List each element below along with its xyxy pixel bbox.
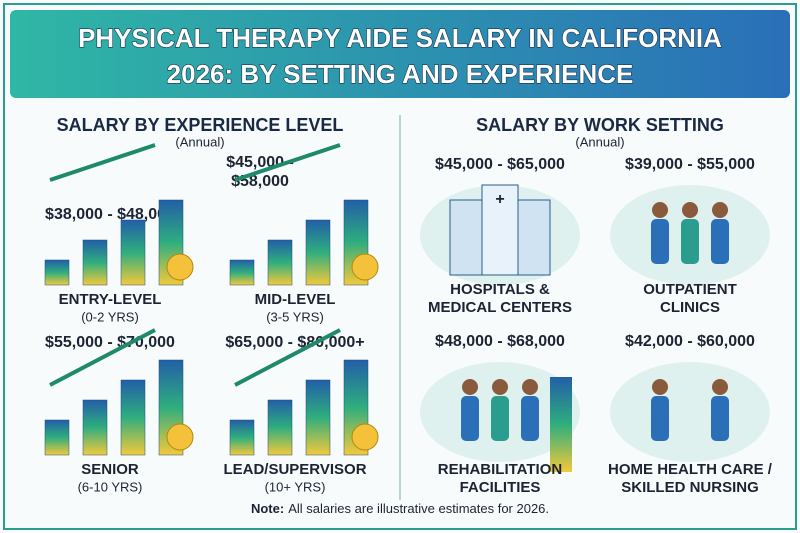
decor-bar: [82, 399, 108, 456]
salary-range: $48,000 - $68,000: [435, 333, 565, 350]
level-label: MID-LEVEL: [255, 291, 336, 308]
person-body: [491, 396, 509, 441]
setting-label: HOME HEALTH CARE /: [608, 461, 773, 478]
level-years: (0-2 YRS): [81, 309, 139, 324]
cross: +: [495, 191, 504, 208]
salary-range: $58,000: [231, 173, 289, 190]
decor-bar: [550, 377, 572, 472]
decor-bar: [120, 379, 146, 456]
level-label: LEAD/SUPERVISOR: [223, 461, 366, 478]
setting-label: REHABILITATION: [438, 461, 562, 478]
decor-bar: [267, 399, 293, 456]
coin: [351, 423, 379, 451]
setting-label: SKILLED NURSING: [621, 479, 759, 496]
title: PHYSICAL THERAPY AIDE SALARY IN CALIFORN…: [78, 23, 722, 53]
salary-range: $65,000 - $80,000+: [225, 334, 364, 351]
title: 2026: BY SETTING AND EXPERIENCE: [167, 59, 634, 89]
salary-range: $45,000 - $65,000: [435, 156, 565, 173]
setting-label: OUTPATIENT: [643, 281, 737, 298]
note-text: All salaries are illustrative estimates …: [288, 501, 549, 516]
level-label: SENIOR: [81, 461, 139, 478]
person-body: [651, 396, 669, 441]
decor-bar: [229, 419, 255, 456]
setting-label: MEDICAL CENTERS: [428, 299, 572, 316]
note-label: Note:: [251, 501, 284, 516]
coin: [166, 423, 194, 451]
section-subtitle: (Annual): [575, 134, 624, 149]
level-years: (10+ YRS): [265, 479, 326, 494]
salary-range: $39,000 - $55,000: [625, 156, 755, 173]
decor-bar: [82, 239, 108, 286]
section-title: SALARY BY EXPERIENCE LEVEL: [57, 115, 344, 135]
person-body: [521, 396, 539, 441]
section-title: SALARY BY WORK SETTING: [476, 115, 724, 135]
decor-bar: [305, 379, 331, 456]
content: PHYSICAL THERAPY AIDE SALARY IN CALIFORN…: [44, 22, 773, 516]
person-body: [711, 219, 729, 264]
person-head: [652, 202, 668, 218]
coin: [351, 253, 379, 281]
person-body: [651, 219, 669, 264]
header-banner: [10, 10, 790, 98]
person-head: [462, 379, 478, 395]
salary-range: $38,000 - $48,000: [45, 206, 175, 223]
person-head: [682, 202, 698, 218]
person-body: [711, 396, 729, 441]
person-head: [712, 202, 728, 218]
illustration-bg: [610, 362, 770, 462]
arrow: [49, 328, 156, 387]
person-head: [522, 379, 538, 395]
person-body: [681, 219, 699, 264]
note: Note: All salaries are illustrative estim…: [251, 501, 549, 516]
person-head: [652, 379, 668, 395]
decor-bar: [44, 419, 70, 456]
frame: [3, 3, 797, 530]
level-years: (3-5 YRS): [266, 309, 324, 324]
decor-bar: [267, 239, 293, 286]
coin: [166, 253, 194, 281]
setting-label: HOSPITALS &: [450, 281, 550, 298]
decor-bar: [305, 219, 331, 286]
arrow: [234, 143, 341, 182]
arrow: [49, 143, 156, 182]
salary-range: $55,000 - $70,000: [45, 334, 175, 351]
level-years: (6-10 YRS): [78, 479, 143, 494]
person-head: [712, 379, 728, 395]
section-subtitle: (Annual): [175, 134, 224, 149]
salary-range: $42,000 - $60,000: [625, 333, 755, 350]
person-head: [492, 379, 508, 395]
arrow: [234, 328, 341, 387]
decor-bar: [229, 259, 255, 286]
level-label: ENTRY-LEVEL: [59, 291, 162, 308]
building: [481, 184, 519, 276]
setting-label: CLINICS: [660, 299, 720, 316]
decor-bar: [120, 219, 146, 286]
person-body: [461, 396, 479, 441]
decor-bar: [44, 259, 70, 286]
setting-label: FACILITIES: [460, 479, 541, 496]
